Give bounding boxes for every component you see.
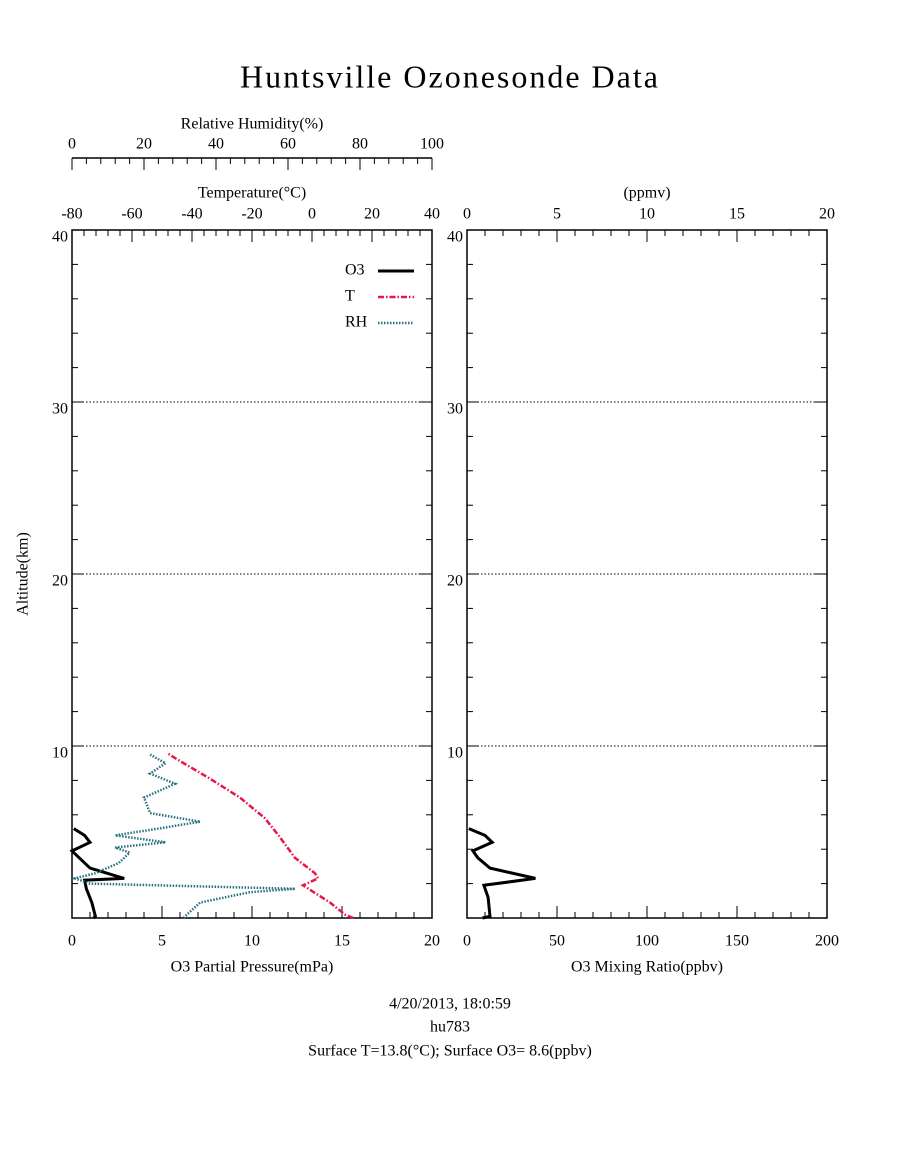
- x2-tick-label: 15: [729, 206, 745, 223]
- profile-line: [166, 751, 354, 920]
- x-tick-label: 20: [424, 933, 440, 950]
- x2-tick-label: 20: [819, 206, 835, 223]
- legend-label: O3: [345, 262, 365, 279]
- x2-tick-label: -40: [181, 206, 202, 223]
- legend-label: RH: [345, 314, 368, 331]
- y-tick-label: 10: [52, 745, 68, 762]
- x3-tick-label: 20: [136, 136, 152, 153]
- profile-line: [70, 753, 296, 919]
- x-tick-label: 200: [815, 933, 839, 950]
- y-tick-label: 30: [447, 401, 463, 418]
- x2-tick-label: 0: [308, 206, 316, 223]
- y-tick-label: 30: [52, 401, 68, 418]
- footer-date: 4/20/2013, 18:0:59: [389, 996, 511, 1013]
- x2-tick-label: 10: [639, 206, 655, 223]
- x-tick-label: 0: [68, 933, 76, 950]
- profile-line: [69, 827, 125, 920]
- footer-id: hu783: [430, 1019, 470, 1036]
- x3-tick-label: 80: [352, 136, 368, 153]
- x-axis-title: O3 Partial Pressure(mPa): [171, 959, 334, 976]
- x-tick-label: 100: [635, 933, 659, 950]
- y-tick-label: 10: [447, 745, 463, 762]
- x-tick-label: 0: [463, 933, 471, 950]
- legend-label: T: [345, 288, 355, 305]
- x2-axis-title: Temperature(°C): [198, 185, 306, 202]
- x2-tick-label: -60: [121, 206, 142, 223]
- x2-tick-label: 5: [553, 206, 561, 223]
- x-axis-title: O3 Mixing Ratio(ppbv): [571, 959, 723, 976]
- x2-tick-label: 0: [463, 206, 471, 223]
- x3-tick-label: 60: [280, 136, 296, 153]
- x-tick-label: 15: [334, 933, 350, 950]
- x-tick-label: 50: [549, 933, 565, 950]
- x-tick-label: 5: [158, 933, 166, 950]
- x3-tick-label: 0: [68, 136, 76, 153]
- x3-tick-label: 40: [208, 136, 224, 153]
- y-tick-label: 20: [52, 573, 68, 590]
- x-tick-label: 10: [244, 933, 260, 950]
- x-tick-label: 150: [725, 933, 749, 950]
- x3-tick-label: 100: [420, 136, 444, 153]
- profile-line: [468, 827, 536, 920]
- x2-tick-label: -20: [241, 206, 262, 223]
- x2-tick-label: 40: [424, 206, 440, 223]
- y-axis-title: Altitude(km): [15, 532, 32, 616]
- x2-tick-label: -80: [61, 206, 82, 223]
- x3-axis-title: Relative Humidity(%): [181, 116, 324, 133]
- x2-tick-label: 20: [364, 206, 380, 223]
- footer-surface: Surface T=13.8(°C); Surface O3= 8.6(ppbv…: [308, 1043, 592, 1060]
- y-tick-label: 40: [52, 229, 68, 246]
- x2-axis-title: (ppmv): [623, 185, 670, 202]
- y-tick-label: 40: [447, 229, 463, 246]
- y-tick-label: 20: [447, 573, 463, 590]
- chart-title: Huntsville Ozonesonde Data: [240, 58, 660, 94]
